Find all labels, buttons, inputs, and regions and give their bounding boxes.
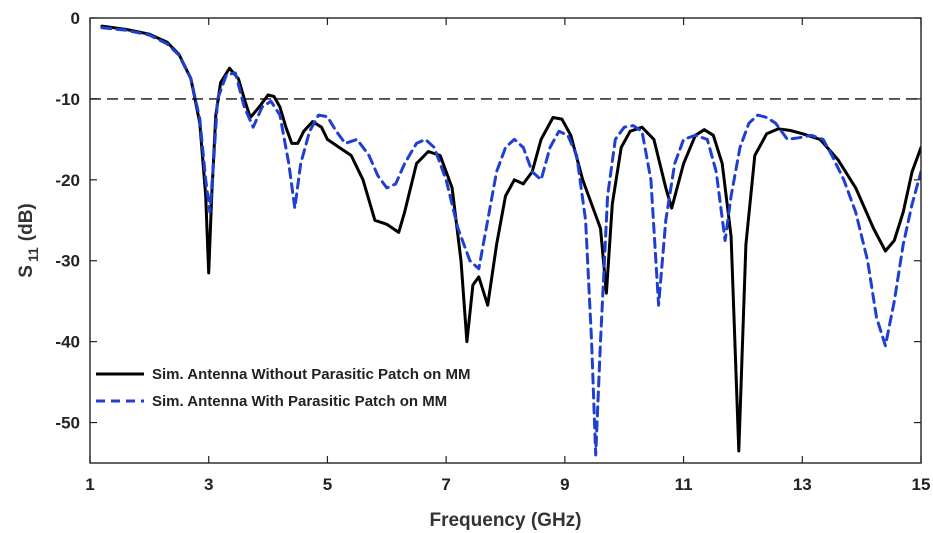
x-tick-label: 15 [912,475,931,494]
series-line-2 [100,26,921,457]
x-tick-label: 13 [793,475,812,494]
x-tick-label: 11 [675,475,693,494]
axes-frame [89,17,922,464]
x-tick-label: 3 [204,475,213,494]
x-tick-label: 7 [441,475,450,494]
y-tick-label: 0 [71,9,80,28]
y-tick-label: -30 [55,252,80,271]
plot-area [90,18,921,463]
legend-label-1: Sim. Antenna Without Parasitic Patch on … [152,366,471,383]
legend-label-2: Sim. Antenna With Parasitic Patch on MM [152,393,447,410]
y-axis-title: S11(dB) [16,203,41,277]
y-tick-label: -10 [55,90,80,109]
x-axis-title: Frequency (GHz) [429,510,581,531]
series-line-1 [100,24,921,453]
x-tick-label: 9 [560,475,569,494]
y-tick-label: -50 [55,414,80,433]
y-tick-label: -40 [55,333,80,352]
legend: Sim. Antenna Without Parasitic Patch on … [96,366,471,410]
x-tick-label: 5 [323,475,332,494]
plot-background [90,18,921,463]
y-tick-label: -20 [55,171,80,190]
x-tick-label: 1 [85,475,94,494]
